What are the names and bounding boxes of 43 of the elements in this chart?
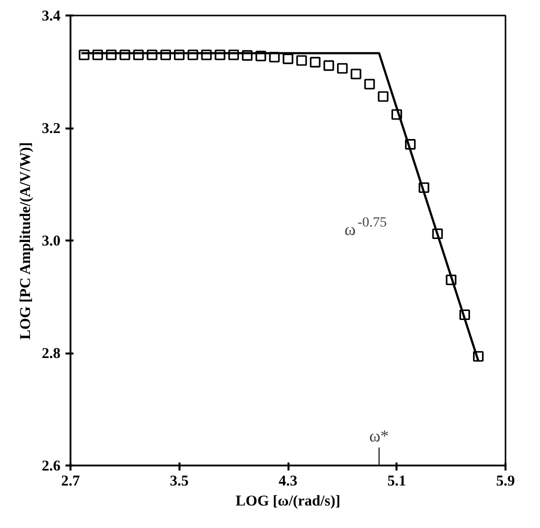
- y-tick-label: 2.8: [42, 346, 60, 362]
- point: [459, 309, 470, 320]
- point: [120, 50, 130, 60]
- x-tick-label: 5.9: [496, 474, 515, 490]
- y-tick-label: 3.0: [42, 234, 60, 250]
- point: [473, 351, 484, 362]
- point: [282, 54, 294, 64]
- point: [350, 68, 362, 80]
- point: [337, 63, 348, 74]
- point: [106, 50, 117, 60]
- point: [78, 50, 90, 60]
- ref-line-label: ω*: [369, 426, 389, 446]
- y-tick-label: 3.2: [42, 121, 60, 137]
- point: [296, 55, 307, 66]
- point: [133, 50, 144, 60]
- x-tick-label: 5.1: [387, 474, 406, 490]
- point: [214, 50, 226, 60]
- point: [269, 52, 280, 62]
- x-tick-label: 3.5: [170, 474, 189, 490]
- y-tick-label: 3.4: [42, 8, 61, 24]
- point: [146, 50, 158, 60]
- point: [378, 91, 388, 102]
- point: [418, 182, 430, 193]
- x-tick-label: 4.3: [278, 474, 298, 490]
- point: [256, 50, 266, 62]
- x-tick-label: 2.7: [61, 474, 80, 490]
- point: [242, 50, 253, 61]
- point: [391, 109, 402, 120]
- y-tick-label: 2.6: [42, 458, 61, 474]
- point: [446, 274, 456, 286]
- point: [323, 60, 334, 71]
- point: [174, 50, 185, 60]
- y-axis-title: LOG [PC Amplitude/(A/V/W)]: [18, 142, 34, 340]
- point: [188, 50, 198, 60]
- point: [364, 78, 375, 90]
- point: [432, 228, 443, 240]
- point: [405, 139, 416, 150]
- x-axis-title: LOG [ω/(rad/s)]: [236, 494, 340, 510]
- point: [228, 50, 239, 60]
- point: [201, 50, 212, 60]
- point: [310, 56, 320, 68]
- point: [160, 50, 171, 60]
- point: [92, 50, 103, 60]
